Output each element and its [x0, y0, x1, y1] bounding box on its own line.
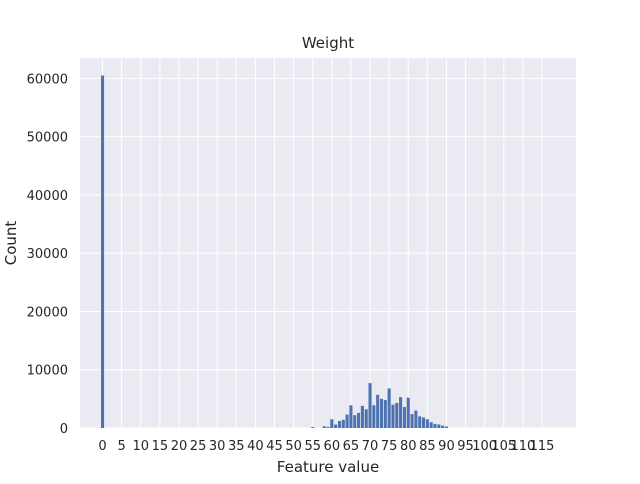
y-axis-label: Count — [2, 221, 20, 266]
histogram-bar — [360, 405, 364, 428]
histogram-bar — [311, 427, 315, 428]
y-tick-label: 0 — [60, 422, 68, 437]
x-tick-label: 20 — [171, 439, 188, 454]
histogram-bar — [372, 405, 376, 428]
x-tick-label: 45 — [266, 439, 283, 454]
histogram-bar — [345, 414, 349, 428]
histogram-bar — [406, 397, 410, 428]
histogram-bar — [337, 421, 341, 428]
x-tick-label: 105 — [491, 439, 516, 454]
x-tick-label: 25 — [190, 439, 207, 454]
chart-title: Weight — [302, 34, 354, 52]
x-tick-labels: 0 5 10 15 20 25 30 35 40 45 50 55 60 65 70 75 80 85 90 9510… — [98, 439, 554, 454]
grid-lines — [80, 58, 576, 429]
y-tick-label: 10000 — [27, 364, 68, 379]
x-tick-label: 95 — [457, 439, 474, 454]
histogram-bar — [414, 410, 418, 428]
histogram-bar — [326, 426, 330, 428]
x-tick-label: 70 — [362, 439, 379, 454]
histogram-bar — [349, 405, 353, 428]
x-tick-label: 60 — [324, 439, 341, 454]
x-tick-label: 75 — [381, 439, 398, 454]
histogram-bar — [429, 422, 433, 428]
x-tick-label: 85 — [419, 439, 436, 454]
histogram-bar — [368, 383, 372, 428]
x-tick-label: 80 — [400, 439, 417, 454]
histogram-bar — [395, 402, 399, 428]
histogram-bar — [399, 397, 403, 428]
x-tick-label: 50 — [285, 439, 302, 454]
y-tick-label: 30000 — [27, 247, 68, 262]
histogram-bar — [387, 388, 391, 428]
histogram-bar — [444, 426, 448, 428]
histogram-bar — [330, 419, 334, 428]
x-tick-label: 65 — [343, 439, 360, 454]
histogram-bar — [425, 419, 429, 428]
histogram-bar — [418, 416, 422, 428]
x-tick-label: 115 — [530, 439, 555, 454]
x-tick-label: 0 — [98, 439, 106, 454]
histogram-bar — [322, 426, 326, 428]
y-tick-label: 50000 — [27, 131, 68, 146]
histogram-bar — [410, 414, 414, 428]
histogram-bar — [441, 425, 445, 428]
histogram-bar — [379, 398, 384, 428]
x-tick-label: 55 — [304, 439, 321, 454]
x-tick-label: 30 — [209, 439, 226, 454]
y-tick-label: 60000 — [27, 72, 68, 87]
histogram-bar — [341, 419, 345, 428]
histogram-bar — [391, 404, 395, 428]
histogram-bar — [357, 412, 361, 428]
histogram-bar — [101, 75, 105, 428]
histogram-bar — [353, 415, 357, 428]
x-tick-label: 40 — [247, 439, 264, 454]
histogram-bar — [437, 424, 441, 428]
x-tick-label: 35 — [228, 439, 245, 454]
histogram-bar — [383, 400, 387, 428]
y-tick-labels: 0 10000 20000 30000 40000 50000 60000 — [27, 72, 68, 437]
x-tick-label: 100 — [472, 439, 497, 454]
x-tick-label: 110 — [510, 439, 535, 454]
x-tick-label: 90 — [438, 439, 455, 454]
histogram-bar — [422, 417, 426, 428]
histogram-bar — [334, 424, 338, 428]
x-axis-label: Feature value — [277, 458, 379, 476]
x-tick-label: 10 — [132, 439, 149, 454]
x-tick-label: 5 — [118, 439, 126, 454]
histogram-bar — [364, 409, 368, 428]
plot-area — [80, 58, 576, 428]
histogram-bar — [402, 407, 406, 428]
histogram-bar — [376, 394, 380, 428]
y-tick-label: 40000 — [27, 189, 68, 204]
y-tick-label: 20000 — [27, 305, 68, 320]
histogram-bar — [433, 423, 437, 428]
x-tick-label: 15 — [152, 439, 169, 454]
bars — [101, 75, 448, 428]
